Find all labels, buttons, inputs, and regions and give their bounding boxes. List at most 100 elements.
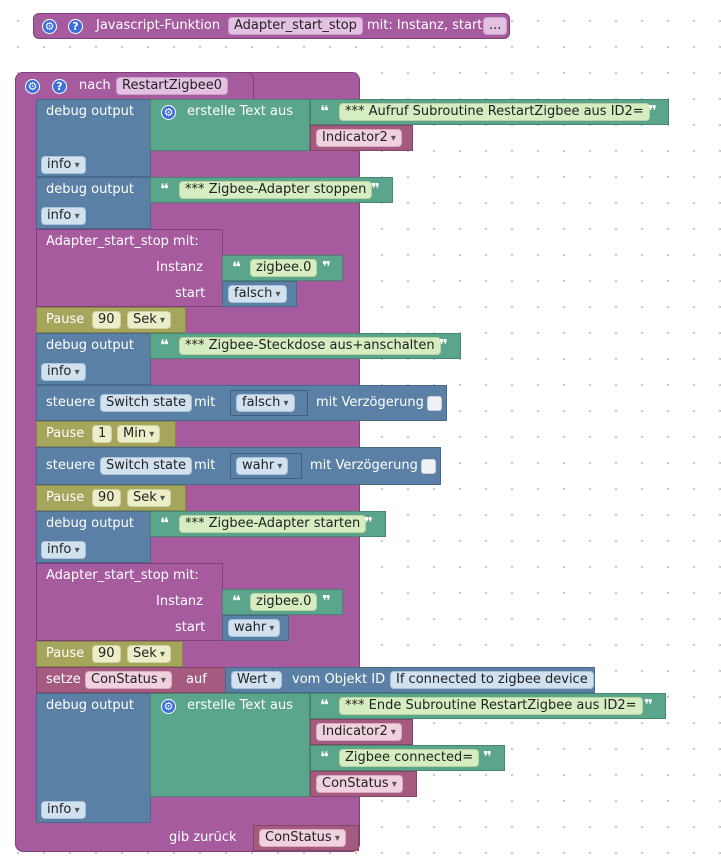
switch-state-field[interactable]: Switch state [100, 394, 193, 412]
help-icon[interactable]: ? [68, 19, 83, 34]
adapter-call-label: Adapter_start_stop mit: [46, 234, 199, 249]
text-value[interactable]: *** Zigbee-Steckdose aus+anschalten [179, 337, 441, 355]
delay-label: mit Verzögerung [316, 395, 424, 410]
quote-close-icon: ❞ [322, 592, 331, 610]
start-label: start [175, 286, 206, 301]
boolean-block-1[interactable]: falsch [222, 281, 297, 307]
pause-label: Pause [46, 312, 85, 327]
pause-value-field[interactable]: 1 [92, 425, 113, 443]
debug-output-label: debug output [46, 516, 135, 531]
debug-output-block-3[interactable]: debug output info [36, 333, 151, 385]
text-block-1[interactable]: ❝ *** Aufruf Subroutine RestartZigbee au… [310, 99, 669, 125]
set-variable-block[interactable]: setze ConStatus auf [36, 667, 226, 693]
debug-output-label: debug output [46, 338, 135, 353]
quote-close-icon: ❞ [439, 336, 448, 354]
gear-icon[interactable]: ⚙ [161, 699, 176, 714]
switch-state-field[interactable]: Switch state [100, 457, 193, 475]
variable-block-constatus[interactable]: ConStatus [310, 771, 417, 797]
text-block-3[interactable]: ❝ *** Zigbee-Steckdose aus+anschalten ❞ [150, 333, 461, 359]
text-block-6[interactable]: ❝ Zigbee connected= ❞ [310, 745, 505, 771]
text-block-2[interactable]: ❝ *** Zigbee-Adapter stoppen ❞ [150, 177, 393, 203]
pause-unit-dropdown[interactable]: Sek [127, 489, 171, 507]
boolean-dropdown[interactable]: wahr [228, 619, 281, 637]
debug-level-dropdown[interactable]: info [41, 363, 86, 381]
create-text-label: erstelle Text aus [187, 104, 293, 119]
create-text-label: erstelle Text aus [187, 698, 293, 713]
boolean-dropdown[interactable]: falsch [228, 285, 287, 303]
pause-block-4[interactable]: Pause 90 Sek [36, 641, 183, 667]
variable-dropdown[interactable]: Indicator2 [316, 129, 402, 147]
variable-dropdown[interactable]: Indicator2 [316, 723, 402, 741]
variable-block-indicator2-2[interactable]: Indicator2 [310, 719, 413, 745]
debug-level-dropdown[interactable]: info [41, 207, 86, 225]
pause-unit-dropdown[interactable]: Sek [127, 645, 171, 663]
pause-label: Pause [46, 490, 85, 505]
variable-dropdown[interactable]: ConStatus [316, 775, 403, 793]
gear-icon[interactable]: ⚙ [161, 105, 176, 120]
delay-checkbox[interactable] [427, 396, 442, 411]
adapter-call-block-1[interactable]: Adapter_start_stop mit: Instanz start [36, 229, 223, 307]
debug-output-block-1[interactable]: debug output info [36, 99, 151, 177]
quote-open-icon: ❝ [160, 514, 169, 532]
debug-output-block-5[interactable]: debug output info [36, 693, 151, 823]
quote-open-icon: ❝ [160, 336, 169, 354]
debug-level-dropdown[interactable]: info [41, 156, 86, 174]
boolean-dropdown[interactable]: wahr [236, 457, 289, 475]
control-block-2[interactable]: steuere Switch state mit wahr mit Verzög… [36, 447, 441, 485]
variable-dropdown[interactable]: ConStatus [85, 671, 172, 689]
debug-output-block-2[interactable]: debug output info [36, 177, 151, 229]
gear-icon[interactable]: ⚙ [42, 19, 57, 34]
variable-block-indicator2[interactable]: Indicator2 [310, 125, 413, 151]
gear-icon[interactable]: ⚙ [25, 79, 40, 94]
text-value[interactable]: zigbee.0 [250, 593, 318, 611]
return-label: gib zurück [169, 830, 237, 845]
text-value[interactable]: *** Zigbee-Adapter stoppen [179, 181, 373, 199]
function-more-button[interactable]: ... [483, 17, 508, 35]
quote-close-icon: ❞ [364, 514, 373, 532]
procedure-keyword: nach [79, 78, 111, 93]
help-icon[interactable]: ? [52, 79, 67, 94]
pause-block-1[interactable]: Pause 90 Sek [36, 307, 186, 333]
debug-output-block-4[interactable]: debug output info [36, 511, 151, 563]
text-block-4[interactable]: ❝ *** Zigbee-Adapter starten ❞ [150, 511, 386, 537]
pause-block-3[interactable]: Pause 90 Sek [36, 485, 186, 511]
adapter-call-block-2[interactable]: Adapter_start_stop mit: Instanz start [36, 563, 223, 641]
pause-unit-dropdown[interactable]: Sek [127, 311, 171, 329]
text-block-instanz-1[interactable]: ❝ zigbee.0 ❞ [222, 255, 343, 281]
pause-unit-dropdown[interactable]: Min [117, 425, 161, 443]
pause-label: Pause [46, 426, 85, 441]
object-id-field[interactable]: If connected to zigbee device [390, 671, 594, 689]
boolean-dropdown[interactable]: falsch [236, 394, 295, 412]
pause-block-2[interactable]: Pause 1 Min [36, 421, 176, 447]
quote-open-icon: ❝ [320, 748, 329, 766]
text-block-instanz-2[interactable]: ❝ zigbee.0 ❞ [222, 589, 343, 615]
setze-label: setze [46, 672, 81, 687]
get-state-block[interactable]: Wert vom Objekt ID If connected to zigbe… [225, 667, 595, 693]
pause-value-field[interactable]: 90 [92, 311, 121, 329]
text-value[interactable]: zigbee.0 [250, 259, 318, 277]
create-text-block-2[interactable]: ⚙ erstelle Text aus [150, 693, 310, 797]
text-block-5[interactable]: ❝ *** Ende Subroutine RestartZigbee aus … [310, 693, 666, 719]
function-header-block[interactable]: ⚙ ? Javascript-Funktion Adapter_start_st… [33, 13, 510, 39]
state-attribute-dropdown[interactable]: Wert [231, 671, 282, 689]
create-text-block-1[interactable]: ⚙ erstelle Text aus [150, 99, 310, 151]
text-value[interactable]: Zigbee connected= [339, 749, 480, 767]
function-name-field[interactable]: Adapter_start_stop [228, 17, 363, 35]
debug-level-dropdown[interactable]: info [41, 801, 86, 819]
text-value[interactable]: *** Aufruf Subroutine RestartZigbee aus … [339, 103, 650, 121]
pause-value-field[interactable]: 90 [92, 645, 121, 663]
text-value[interactable]: *** Zigbee-Adapter starten [179, 515, 367, 533]
procedure-name-field[interactable]: RestartZigbee0 [116, 77, 229, 95]
pause-value-field[interactable]: 90 [92, 489, 121, 507]
boolean-block-2[interactable]: wahr [222, 615, 289, 641]
quote-close-icon: ❞ [648, 102, 657, 120]
delay-checkbox[interactable] [421, 459, 436, 474]
debug-output-label: debug output [46, 698, 135, 713]
debug-level-dropdown[interactable]: info [41, 541, 86, 559]
variable-dropdown[interactable]: ConStatus [259, 829, 346, 847]
control-block-1[interactable]: steuere Switch state mit falsch mit Verz… [36, 385, 447, 421]
return-variable-block[interactable]: ConStatus [253, 825, 359, 851]
text-value[interactable]: *** Ende Subroutine RestartZigbee aus ID… [339, 697, 643, 715]
mit-label: mit [194, 395, 216, 410]
function-label: Javascript-Funktion [96, 18, 221, 33]
